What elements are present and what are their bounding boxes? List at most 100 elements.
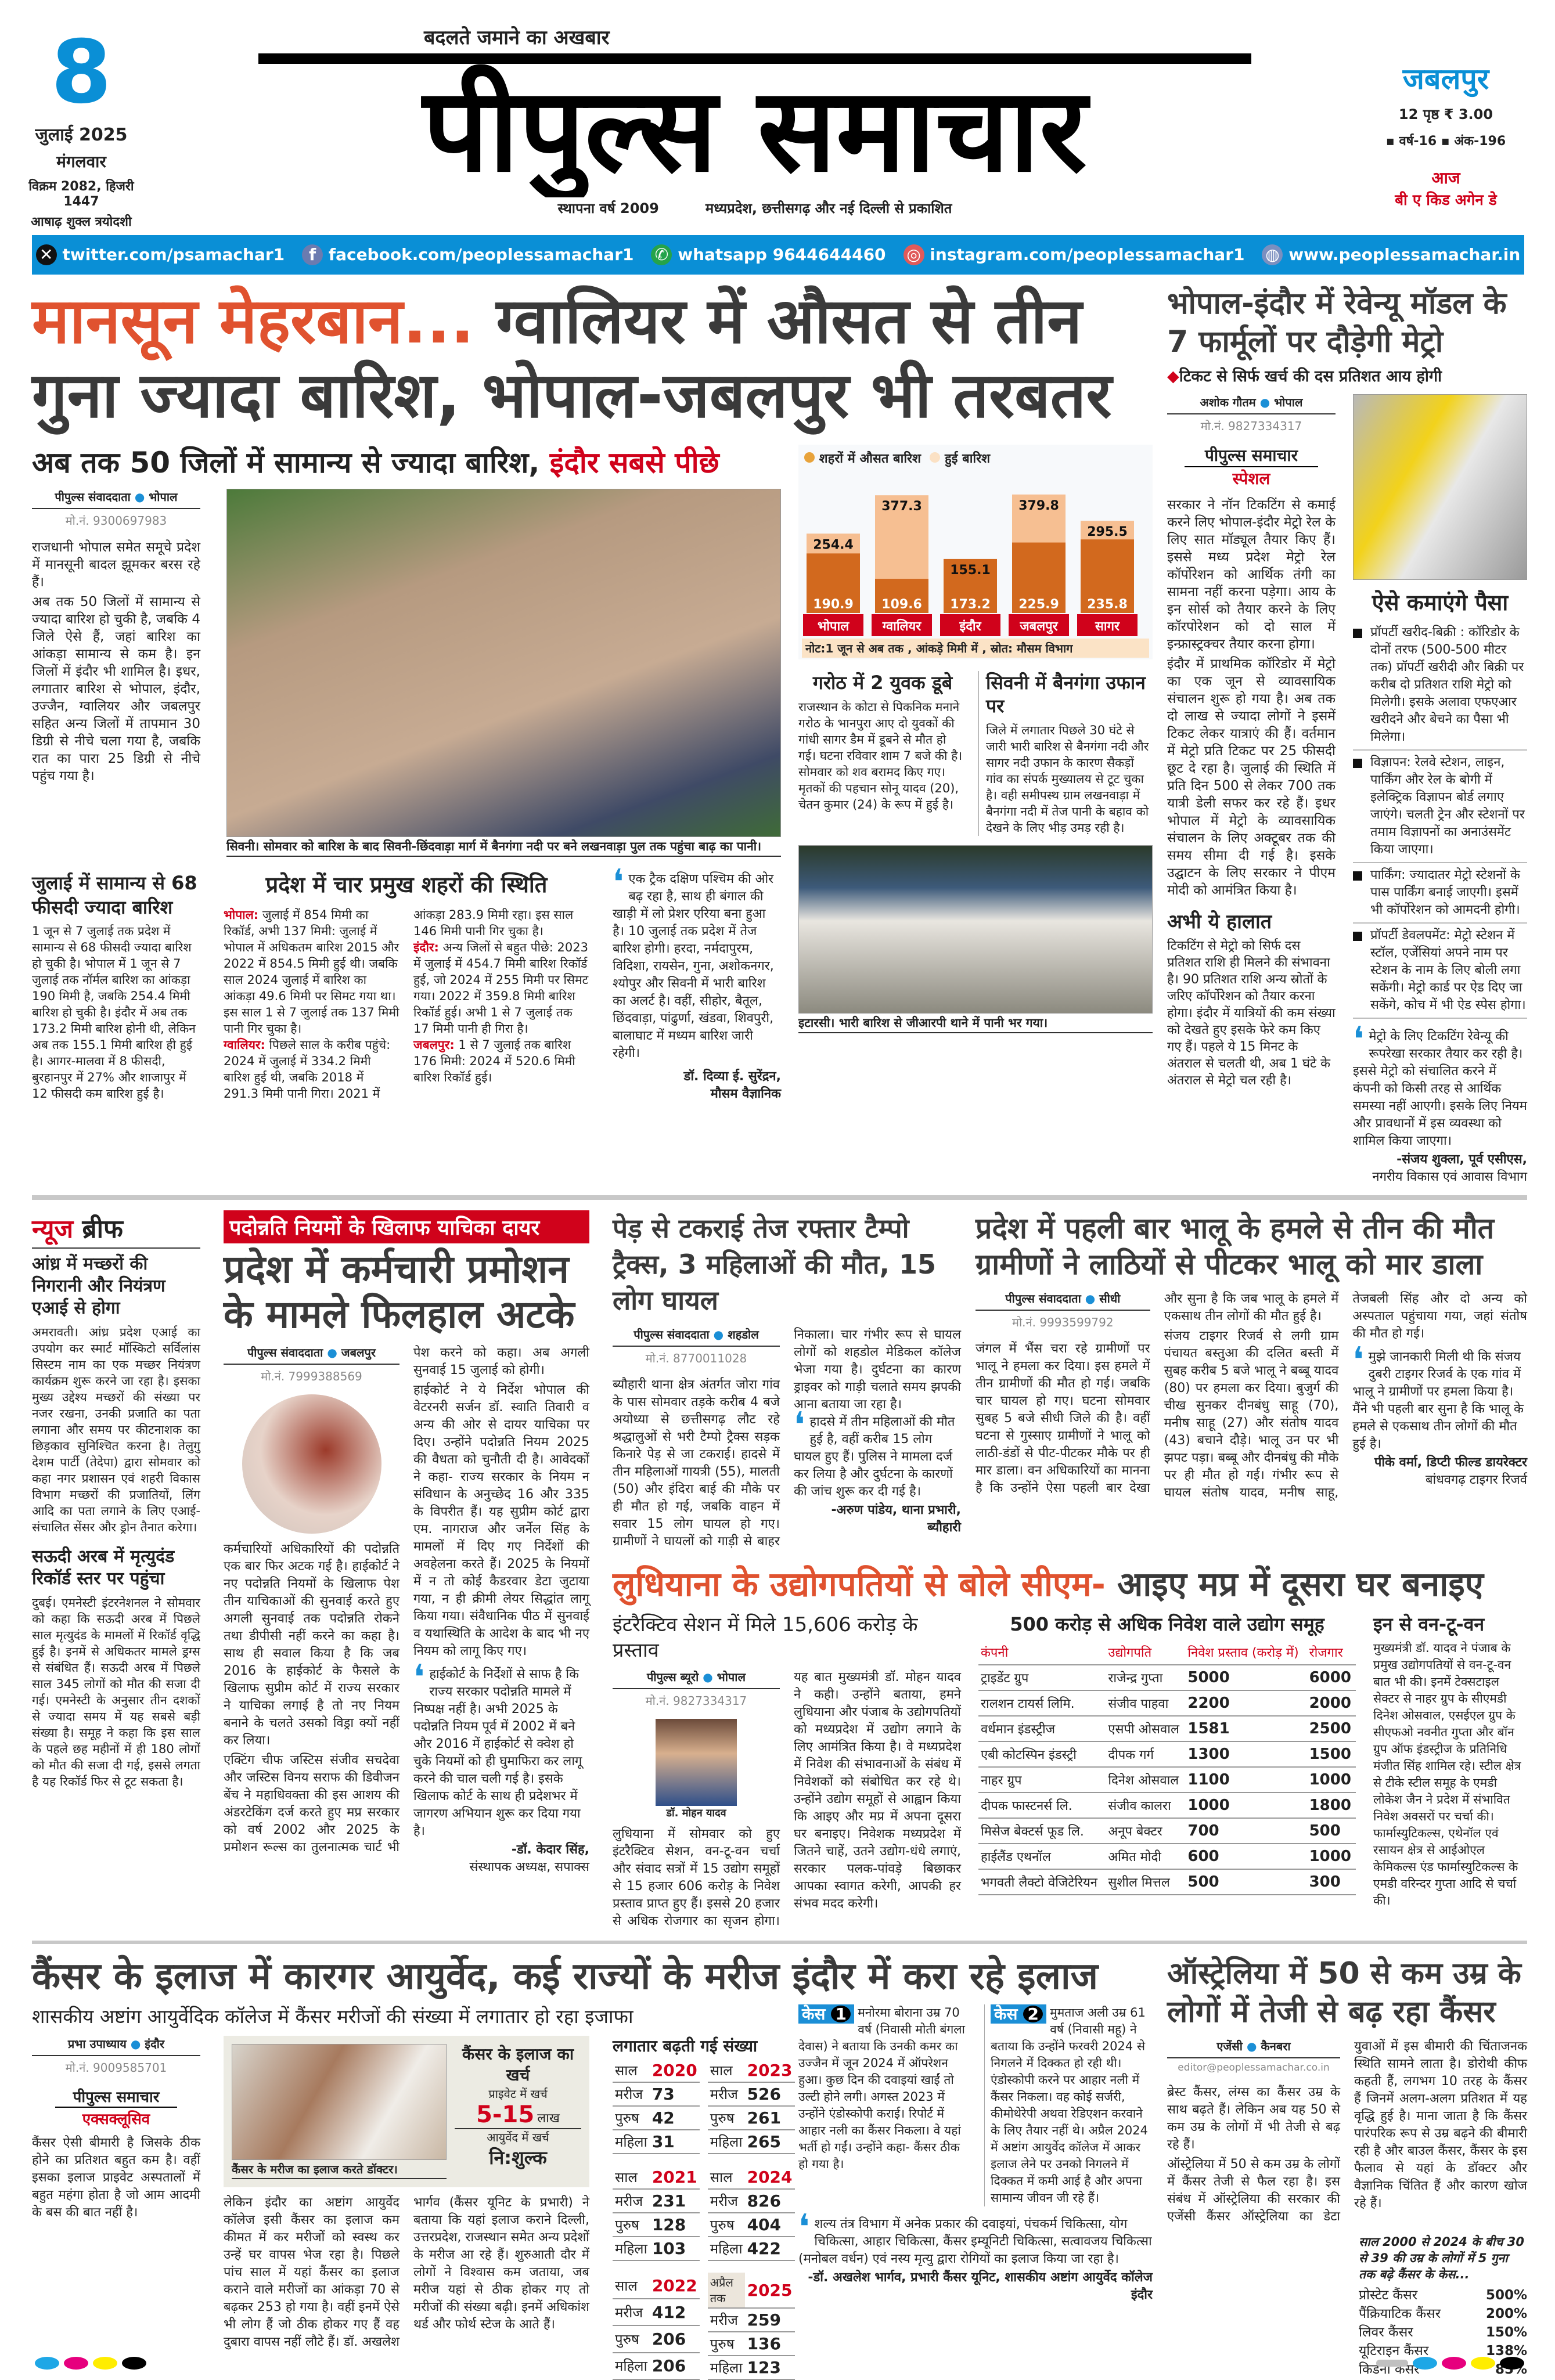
ludhiana-story-col: इंटरैक्टिव सेशन में मिले 15,606 करोड़ के…	[613, 1612, 961, 1930]
quote-name: डॉ. दिव्या ई. सुरेंद्रन,	[683, 1069, 781, 1084]
byline: पीपुल्स संवाददाता ● सीधी	[976, 1290, 1150, 1311]
date-block: 8 जुलाई 2025 मंगलवार विक्रम 2082, हिजरी …	[23, 29, 139, 230]
year-table: साल 2020 मरीज 73 पुरुष 42 महिला 31	[613, 2059, 700, 2154]
count-value: 31	[649, 2130, 700, 2154]
lead-subheadline: अब तक 50 जिलों में सामान्य से ज्यादा बार…	[32, 445, 781, 481]
lead-headline: मानसून मेहरबान... ग्वालियर में औसत से ती…	[32, 284, 1153, 433]
count-value: 123	[744, 2356, 795, 2380]
legend-average: शहरों में औसत बारिश	[819, 452, 921, 466]
table-cell: 5000	[1185, 1665, 1307, 1691]
paragraph: अब तक 50 जिलों में सामान्य से ज्यादा बार…	[32, 594, 200, 784]
quote-name: -डॉ. अखलेश भार्गव, प्रभारी कैंसर यूनिट, …	[808, 2270, 1153, 2302]
chart-legend: शहरों में औसत बारिश हुई बारिश	[804, 449, 990, 467]
label-average: 109.6	[881, 597, 922, 612]
whatsapp-number: whatsapp 9644644460	[678, 245, 886, 264]
category-box	[1077, 614, 1138, 636]
row-label: महिला	[707, 2237, 745, 2261]
table-cell: 6000	[1306, 1665, 1356, 1691]
special-label: स्पेशल	[1232, 469, 1270, 488]
social-whatsapp[interactable]: ✆ whatsapp 9644644460	[651, 244, 886, 265]
social-facebook[interactable]: f facebook.com/peoplessamachar1	[302, 244, 633, 265]
tempo-story: पीपुल्स संवाददाता ● शहडोल मो.नं. 8770011…	[613, 1326, 961, 1550]
category-box	[1009, 614, 1069, 636]
row-label: पुरुष	[613, 2213, 650, 2237]
count-value: 412	[649, 2299, 700, 2327]
count-value: 128	[649, 2213, 700, 2237]
now-title: अभी ये हालात	[1167, 910, 1272, 933]
promotion-strap: पदोन्नति नियमों के खिलाफ याचिका दायर	[224, 1210, 589, 1243]
story-body: जंगल में भैंस चरा रहे ग्रामीणों पर भालू …	[976, 1290, 1527, 1502]
cm-photo-block: डॉ. मोहन यादव	[656, 1719, 737, 1820]
lead-sub-black: अब तक 50 जिलों में सामान्य से ज्यादा बार…	[32, 446, 550, 479]
social-website[interactable]: ◍ www.peoplessamachar.in	[1262, 244, 1520, 265]
mobile-number: मो.नं. 9009585701	[65, 2061, 167, 2075]
cancer-middle: कैंसर के मरीज का इलाज करते डॉक्टर। कैंसर…	[224, 2036, 589, 2351]
year-table: अप्रैल तक 2025 मरीज 259 पुरुष 136 महिला 123	[707, 2273, 795, 2380]
table-cell: राजेन्द्र गुप्ता	[1106, 1665, 1186, 1691]
table-cell: 1300	[1185, 1741, 1307, 1768]
social-instagram[interactable]: ◎ instagram.com/peoplessamachar1	[903, 244, 1244, 265]
masthead-footer: स्थापना वर्ष 2009 मध्यप्रदेश, छत्तीसगढ़ …	[255, 199, 1254, 218]
brief-text: दुबई। एमनेस्टी इंटरनेशनल ने सोमवार को कह…	[32, 1596, 200, 1788]
metro-section: भोपाल-इंदौर में रेवेन्यू मॉडल के 7 फार्म…	[1167, 284, 1527, 1185]
cm-photo	[656, 1719, 737, 1806]
lead-right: शहरों में औसत बारिश हुई बारिश 254.4 190.9…	[798, 445, 1153, 1033]
category-box	[872, 614, 932, 636]
quote-text: एक ट्रैक दक्षिण पश्चिम की ओर बढ़ रहा है,…	[613, 872, 774, 1061]
one-to-one-text: मुख्यमंत्री डॉ. यादव ने पंजाब के प्रमुख …	[1373, 1641, 1521, 1907]
gavel-photo	[242, 1394, 381, 1534]
quote-name: -डॉ. केदार सिंह,	[511, 1842, 589, 1857]
case-text: मनोरमा बोराना उम्र 70 वर्ष (निवासी मोती …	[798, 2006, 965, 2171]
count-value: 136	[744, 2332, 795, 2356]
quote-icon: ❛	[794, 1405, 805, 1445]
tagline: बदलते जमाने का अखबार	[424, 26, 610, 49]
flood-photo-block: सिवनी। सोमवार को बारिश के बाद सिवनी-छिंद…	[226, 489, 781, 857]
social-twitter[interactable]: ✕ twitter.com/psamachar1	[35, 244, 285, 265]
mobile-number: मो.नं. 8770011028	[645, 1351, 747, 1365]
label-average: 235.8	[1087, 597, 1128, 612]
special-badge: पीपुल्स समाचार स्पेशल	[1185, 444, 1318, 489]
ayurveda-quote: ❛ शल्य तंत्र विभाग में अनेक प्रकार की दवा…	[798, 2207, 1153, 2302]
quote-icon: ❛	[413, 1657, 425, 1698]
middle-right: पेड़ से टकराई तेज रफ्तार टैम्पो ट्रैक्स,…	[613, 1210, 1527, 1930]
paragraph: हाईकोर्ट ने ये निर्देश भोपाल की वेटरनरी …	[413, 1383, 589, 1658]
section-divider	[32, 1941, 1527, 1944]
masthead-bar	[258, 53, 1251, 64]
year-value: 2024	[744, 2166, 795, 2190]
row-label: पुरुष	[613, 2325, 650, 2353]
day-number: 8	[51, 22, 112, 123]
quote-role: मौसम वैज्ञानिक	[710, 1087, 781, 1101]
stat-value: 138%	[1485, 2343, 1527, 2359]
bar-average	[807, 553, 860, 613]
city-item: इंदौर: अन्य जिलों से बहुत पीछे: 2023 में…	[413, 940, 589, 1036]
byline: पीपुल्स संवाददाता ● जबलपुर	[224, 1344, 399, 1365]
table-cell: 1000	[1185, 1793, 1307, 1819]
row-label: मरीज	[613, 2189, 650, 2213]
july-story: जुलाई में सामान्य से 68 फीसदी ज्यादा बार…	[32, 871, 200, 1102]
middle-section: न्यूज ब्रीफ आंध्र में मच्छरों की निगरानी…	[32, 1210, 1527, 1930]
cancer-story-grid: प्रभा उपाध्याय ● इंदौर मो.नं. 9009585701…	[32, 2036, 795, 2380]
twitter-handle: twitter.com/psamachar1	[62, 245, 285, 264]
brief-title: सऊदी अरब में मृत्युदंड रिकॉर्ड स्तर पर प…	[32, 1546, 175, 1589]
garoth-title: गरोठ में 2 युवक डूबे	[812, 672, 953, 694]
byline: पीपुल्स संवाददाता ● शहडोल	[613, 1326, 780, 1347]
flood-photo	[226, 489, 781, 837]
table-cell: 700	[1185, 1818, 1307, 1844]
row-label: मरीज	[707, 2189, 745, 2213]
patient-table-grid: साल 2020 मरीज 73 पुरुष 42 महिला 31 साल 2023 मरीज 52…	[613, 2059, 795, 2380]
rain-row: जुलाई में सामान्य से 68 फीसदी ज्यादा बार…	[32, 865, 781, 1102]
whatsapp-icon: ✆	[651, 244, 672, 265]
row-label: महिला	[707, 2130, 745, 2154]
table-cell: 1000	[1306, 1767, 1356, 1793]
row-label: पुरुष	[707, 2332, 745, 2356]
lead-section: मानसून मेहरबान... ग्वालियर में औसत से ती…	[32, 284, 1153, 1102]
category-box	[940, 614, 1000, 636]
col-header: निवेश प्रस्ताव (करोड़ में)	[1185, 1640, 1307, 1665]
label-average: 173.2	[950, 597, 991, 612]
investment-table-title: 500 करोड़ से अधिक निवेश वाले उद्योग समूह	[1010, 1613, 1324, 1635]
promotion-section: पदोन्नति नियमों के खिलाफ याचिका दायर प्र…	[224, 1210, 589, 1875]
now-text: टिकटिंग से मेट्रो को सिर्फ दस प्रतिशत रा…	[1167, 939, 1336, 1088]
table-cell: 1800	[1306, 1793, 1356, 1819]
bar-average	[875, 579, 928, 613]
metro-story: अशोक गौतम ● भोपाल मो.नं. 9827334317 पीपु…	[1167, 394, 1336, 1089]
